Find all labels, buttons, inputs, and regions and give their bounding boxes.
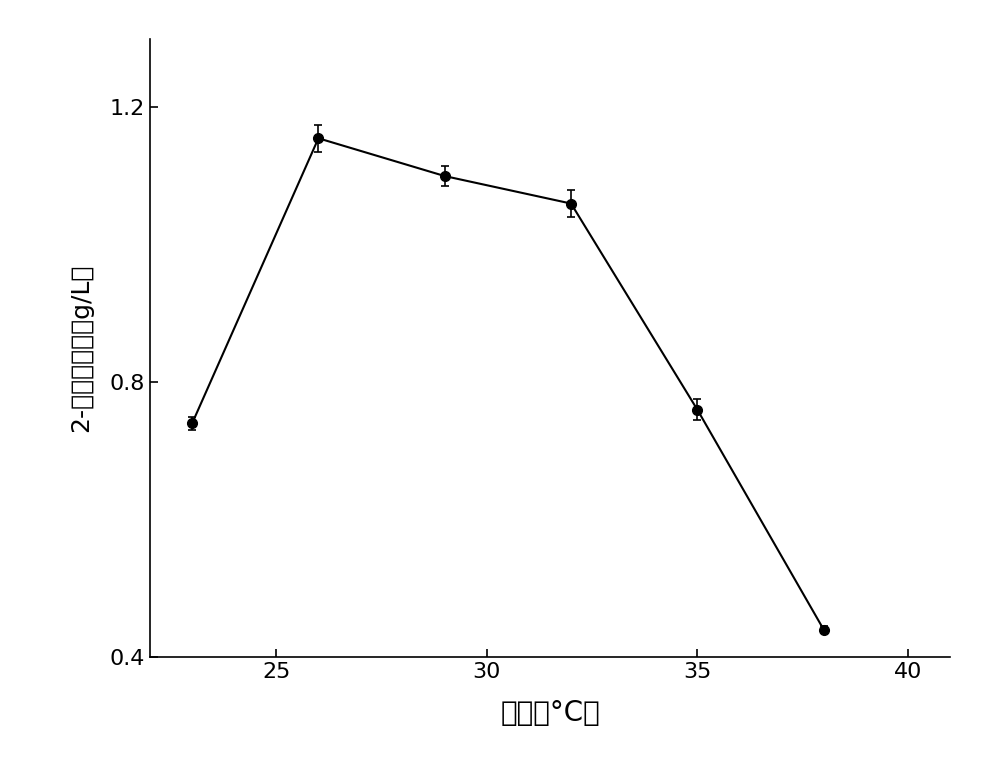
X-axis label: 温度（°C）: 温度（°C）	[500, 699, 600, 727]
Y-axis label: 2-苯乙醇含量（g/L）: 2-苯乙醇含量（g/L）	[69, 264, 93, 432]
